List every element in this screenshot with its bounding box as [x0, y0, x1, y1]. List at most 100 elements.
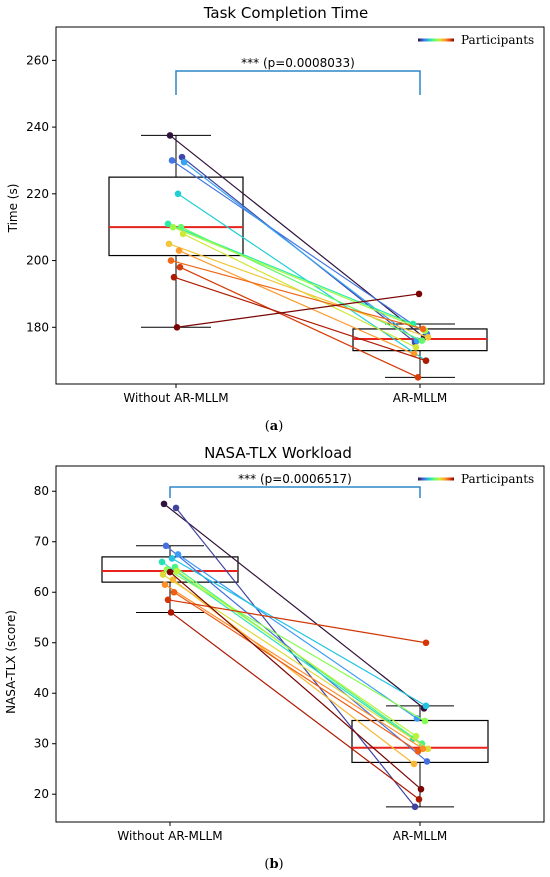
y-tick-label: 200: [26, 254, 49, 268]
participant-line: [177, 553, 418, 719]
participant-point-after: [419, 745, 427, 753]
participant-point-before: [173, 567, 181, 575]
box: [108, 176, 244, 257]
x-tick-label: Without AR-MLLM: [117, 829, 222, 843]
caption-a: (a): [265, 419, 284, 434]
participant-point-before: [167, 609, 175, 616]
participant-line: [173, 591, 419, 752]
participant-point-before: [162, 542, 170, 550]
y-tick-label: 220: [26, 187, 49, 201]
participant-point-after: [419, 325, 427, 333]
participant-line: [172, 579, 415, 765]
y-tick-label: 40: [34, 686, 49, 700]
caption-a-label: a: [270, 419, 279, 434]
participant-line: [180, 226, 423, 342]
y-axis-label: NASA-TLX (score): [4, 610, 18, 714]
participant-point-before: [166, 132, 174, 139]
participant-point-before: [173, 323, 181, 331]
y-tick-label: 60: [34, 585, 49, 599]
participant-point-before: [180, 158, 188, 166]
y-tick-label: 20: [34, 787, 49, 801]
y-tick-label: 180: [26, 320, 49, 334]
caption-b-label: b: [269, 857, 278, 872]
participant-point-before: [166, 568, 174, 576]
chart-task-completion-time: Task Completion Time Time (s) (a) 180 200…: [6, 4, 545, 434]
y-tick-label: 50: [34, 636, 49, 650]
participant-line: [166, 569, 426, 722]
participant-point-after: [414, 748, 422, 755]
y-tick-label: 80: [34, 484, 49, 498]
participant-line: [163, 503, 425, 709]
participant-point-before: [164, 596, 172, 604]
participant-line: [173, 276, 427, 362]
participant-point-after: [417, 785, 425, 793]
participant-point-before: [170, 273, 178, 281]
participant-point-before: [158, 558, 166, 566]
participant-point-after: [424, 745, 432, 753]
x-tick-label: Without AR-MLLM: [123, 391, 228, 405]
participant-line: [177, 193, 427, 362]
participant-point-before: [169, 576, 177, 583]
participant-point-before: [178, 153, 186, 161]
participant-point-before: [160, 500, 168, 508]
y-tick-label: 240: [26, 120, 49, 134]
participant-line: [172, 226, 426, 332]
participant-line: [169, 134, 425, 338]
participant-point-before: [174, 551, 182, 558]
plot-frame: [55, 26, 545, 385]
participant-line: [178, 249, 415, 355]
participant-point-after: [422, 702, 430, 710]
participant-line: [168, 243, 429, 338]
chart-title: NASA-TLX Workload: [204, 444, 352, 462]
participant-line: [175, 507, 416, 808]
significance-bracket: [169, 486, 421, 498]
participant-point-after: [412, 732, 420, 740]
participant-line: [171, 557, 427, 707]
participant-point-after: [418, 337, 426, 344]
participant-point-after: [424, 333, 432, 341]
participant-line: [170, 259, 424, 330]
caption-b: (b): [264, 857, 283, 872]
participant-point-before: [165, 240, 173, 248]
participant-point-before: [177, 223, 185, 231]
legend-colorbar: [418, 38, 454, 42]
participant-point-before: [168, 555, 176, 562]
box: [351, 719, 489, 764]
participant-point-after: [422, 357, 430, 364]
significance-label: *** (p=0.0006517): [238, 472, 352, 486]
significance-label: *** (p=0.0008033): [241, 56, 355, 70]
legend-colorbar: [418, 477, 454, 481]
x-tick-label: AR-MLLM: [393, 829, 447, 843]
participant-point-before: [174, 190, 182, 198]
participant-point-before: [170, 588, 178, 596]
participant-line: [169, 571, 422, 790]
significance-bracket: [175, 70, 421, 95]
participant-point-before: [161, 581, 169, 588]
participant-point-after: [410, 760, 418, 768]
legend-label: Participants: [461, 33, 534, 47]
chart-title: Task Completion Time: [203, 4, 369, 22]
participant-point-before: [168, 157, 176, 164]
participant-line: [171, 159, 428, 335]
participant-line: [170, 611, 420, 800]
y-tick-label: 30: [34, 737, 49, 751]
participant-point-before: [159, 571, 167, 578]
participant-point-after: [423, 758, 431, 765]
y-tick-label: 260: [26, 53, 49, 67]
participant-point-after: [422, 639, 430, 647]
participant-line: [176, 293, 420, 328]
participant-point-after: [412, 343, 420, 351]
y-axis-label: Time (s): [6, 184, 20, 234]
participant-point-after: [411, 803, 419, 811]
x-tick-label: AR-MLLM: [393, 391, 447, 405]
plot-frame: [55, 465, 545, 823]
participant-point-after: [414, 374, 422, 381]
participant-point-before: [164, 220, 172, 228]
participant-point-after: [421, 717, 429, 725]
participant-point-after: [415, 795, 423, 803]
participant-point-before: [175, 247, 183, 254]
participant-point-before: [179, 230, 187, 238]
participant-line: [176, 570, 417, 737]
chart-nasa-tlx-workload: NASA-TLX Workload NASA-TLX (score) (b) 2…: [4, 444, 545, 872]
